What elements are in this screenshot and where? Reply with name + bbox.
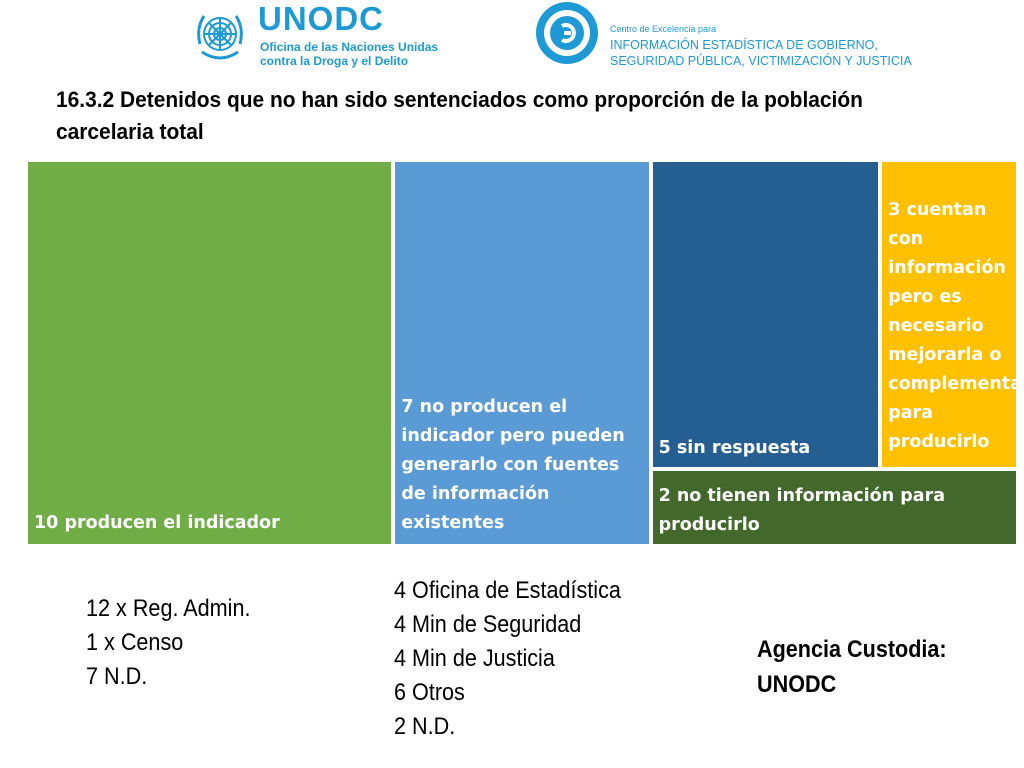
note-line: 12 x Reg. Admin. <box>86 595 251 622</box>
unodc-subtitle-1: Oficina de las Naciones Unidas <box>260 40 439 54</box>
treemap-tile-need-improvement: 3 cuentan con información pero es necesa… <box>880 160 1024 469</box>
treemap-tile-no-information: 2 no tienen información para producirlo <box>650 468 1018 546</box>
note-line: 7 N.D. <box>86 663 148 690</box>
notes-producers: 12 x Reg. Admin. 1 x Censo 7 N.D. <box>86 592 250 694</box>
unodc-wordmark: UNODC <box>258 0 384 37</box>
treemap-label-no-information: 2 no tienen información para producirlo <box>658 485 946 535</box>
treemap-label-can-generate: 7 no producen el indicador pero pueden g… <box>401 397 625 533</box>
centro-excelencia-logo: Centro de Excelencia para INFORMACIÓN ES… <box>534 0 934 72</box>
note-line: 4 Min de Seguridad <box>394 611 582 638</box>
treemap-tile-produce: 10 producen el indicador <box>26 160 394 546</box>
custodian-label: Agencia Custodia: <box>757 636 947 663</box>
note-line: 4 Min de Justicia <box>394 645 555 672</box>
unodc-subtitle-2: contra la Droga y el Delito <box>260 54 409 68</box>
note-line: 1 x Censo <box>86 629 184 656</box>
centro-excelencia-emblem-icon <box>536 2 598 64</box>
unodc-logo: UNODC Oficina de las Naciones Unidas con… <box>188 0 439 70</box>
treemap-label-produce: 10 producen el indicador <box>34 513 280 533</box>
centro-excelencia-caption: Centro de Excelencia para <box>610 24 717 34</box>
custodian-agency: Agencia Custodia: UNODC <box>757 632 947 702</box>
centro-excelencia-line-1: INFORMACIÓN ESTADÍSTICA DE GOBIERNO, <box>610 38 878 52</box>
notes-sources: 4 Oficina de Estadística 4 Min de Seguri… <box>394 574 621 744</box>
treemap-tile-can-generate: 7 no producen el indicador pero pueden g… <box>393 160 651 546</box>
custodian-value: UNODC <box>757 671 837 698</box>
note-line: 2 N.D. <box>394 713 456 740</box>
un-emblem-icon <box>197 15 243 60</box>
treemap-label-no-response: 5 sin respuesta <box>658 437 811 458</box>
note-line: 6 Otros <box>394 679 465 706</box>
centro-excelencia-line-2: SEGURIDAD PÚBLICA, VICTIMIZACIÓN Y JUSTI… <box>610 54 912 68</box>
treemap-label-need-improvement: 3 cuentan con información pero es necesa… <box>888 200 1024 452</box>
chart-title: 16.3.2 Detenidos que no han sido sentenc… <box>56 87 863 144</box>
note-line: 4 Oficina de Estadística <box>394 577 621 604</box>
treemap-tile-no-response: 5 sin respuesta <box>650 160 881 469</box>
